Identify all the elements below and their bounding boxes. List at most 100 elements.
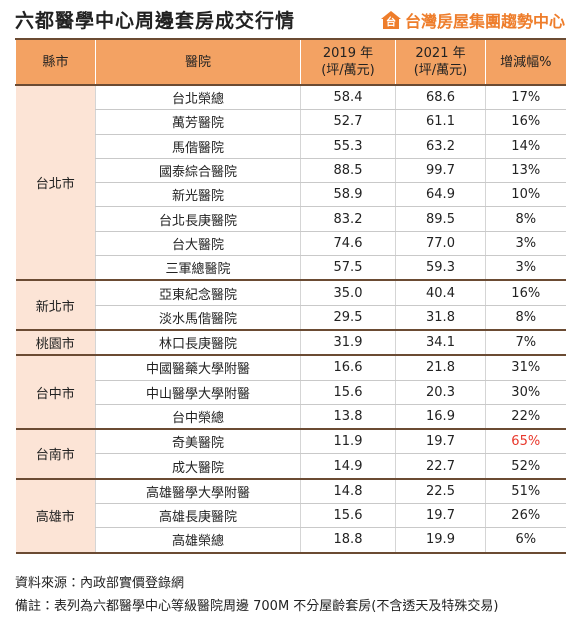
value-cell: 83.2	[300, 206, 396, 232]
value-cell: 89.5	[395, 206, 486, 232]
column-header-line: (坪/萬元)	[413, 63, 468, 78]
hospital-cell: 萬芳醫院	[95, 109, 301, 135]
hospital-cell: 高雄醫學大學附醫	[95, 478, 301, 505]
hospital-cell: 高雄榮總	[95, 527, 301, 554]
table-row: 台大醫院 74.6 77.0 3%	[16, 231, 566, 257]
table-row: 三軍總醫院 57.5 59.3 3%	[16, 255, 566, 282]
table-row: 馬偕醫院 55.3 63.2 14%	[16, 134, 566, 159]
value-cell: 58.4	[300, 85, 396, 111]
table-body: 台北市 台北榮總 58.4 68.6 17% 萬芳醫院 52.7 61.1 16% 馬偕醫院 55.…	[15, 85, 566, 554]
value-cell: 16%	[485, 280, 566, 306]
hospital-cell: 新光醫院	[95, 182, 301, 208]
value-cell: 68.6	[395, 85, 486, 111]
table-row: 桃園市 林口長庚醫院 31.9 34.1 7%	[15, 329, 566, 357]
brand-icon: 台	[380, 11, 401, 29]
value-cell: 13.8	[300, 404, 396, 431]
value-cell: 77.0	[395, 231, 486, 257]
value-cell: 22.5	[395, 478, 486, 505]
value-cell: 26%	[485, 503, 566, 529]
value-cell: 61.1	[395, 109, 486, 135]
value-cell: 19.7	[395, 503, 486, 529]
column-header-line: (坪/萬元)	[321, 63, 375, 78]
value-cell: 16%	[485, 109, 566, 135]
table-row: 高雄長庚醫院 15.6 19.7 26%	[16, 503, 566, 529]
value-cell: 16.9	[395, 404, 486, 431]
value-cell: 14.9	[300, 453, 396, 480]
hospital-cell: 奇美醫院	[95, 429, 301, 455]
value-cell: 52%	[485, 453, 566, 480]
brand: 台 台灣房屋集團趨勢中心	[380, 8, 565, 32]
hospital-cell: 馬偕醫院	[95, 134, 301, 159]
value-cell: 10%	[485, 182, 566, 208]
value-cell: 31.9	[300, 329, 396, 357]
title: 六都醫學中心周邊套房成交行情	[15, 10, 296, 32]
hospital-cell: 中山醫學大學附醫	[95, 380, 301, 405]
column-header-line: 2019 年	[322, 46, 374, 61]
column-header: 醫院	[95, 38, 301, 86]
hospital-cell: 高雄長庚醫院	[95, 503, 301, 529]
value-cell: 13%	[485, 158, 566, 184]
city-cell: 台北市	[15, 85, 96, 282]
table-row: 國泰綜合醫院 88.5 99.7 13%	[16, 158, 566, 184]
value-cell: 51%	[485, 478, 566, 505]
value-cell: 19.9	[395, 527, 486, 554]
value-cell: 21.8	[395, 355, 486, 381]
column-header: 縣市	[15, 38, 96, 86]
value-cell: 6%	[485, 527, 566, 554]
value-cell: 57.5	[300, 255, 396, 282]
value-cell: 52.7	[300, 109, 396, 135]
value-cell: 14%	[485, 134, 566, 159]
table-row: 台中榮總 13.8 16.9 22%	[16, 404, 566, 431]
table-row: 台北市 台北榮總 58.4 68.6 17%	[15, 85, 566, 282]
table-row: 台中市 中國醫藥大學附醫 16.6 21.8 31%	[15, 355, 566, 431]
value-cell: 15.6	[300, 503, 396, 529]
table-row: 台北長庚醫院 83.2 89.5 8%	[16, 206, 566, 232]
value-cell: 74.6	[300, 231, 396, 257]
brand-name: 台灣房屋集團趨勢中心	[404, 12, 565, 31]
city-cell: 高雄市	[15, 478, 96, 554]
value-cell: 19.7	[395, 429, 486, 455]
value-cell: 64.9	[395, 182, 486, 208]
table-row: 中山醫學大學附醫 15.6 20.3 30%	[16, 380, 566, 405]
brand-icon-text: 台	[386, 16, 396, 29]
hospital-cell: 林口長庚醫院	[95, 329, 301, 357]
value-cell: 55.3	[300, 134, 396, 159]
value-cell: 31%	[485, 355, 566, 381]
value-cell: 3%	[485, 255, 566, 282]
value-cell: 8%	[485, 206, 566, 232]
value-cell: 7%	[485, 329, 566, 357]
value-cell: 15.6	[300, 380, 396, 405]
table-row: 淡水馬偕醫院 29.5 31.8 8%	[16, 305, 566, 331]
column-header-line: 2021 年	[415, 46, 466, 61]
city-cell: 桃園市	[15, 329, 96, 357]
value-cell: 63.2	[395, 134, 486, 159]
column-header-line: 醫院	[184, 54, 211, 70]
value-cell: 31.8	[395, 305, 486, 331]
value-cell: 59.3	[395, 255, 486, 282]
table-row: 高雄市 高雄醫學大學附醫 14.8 22.5 51%	[15, 478, 566, 554]
hospital-cell: 三軍總醫院	[95, 255, 301, 282]
hospital-cell: 中國醫藥大學附醫	[95, 355, 301, 381]
header-row: 縣市 醫院 2019 年 (坪/萬元) 2021 年 (坪/萬元) 增減幅%	[15, 38, 566, 86]
hospital-cell: 亞東紀念醫院	[95, 280, 301, 306]
value-cell: 34.1	[395, 329, 486, 357]
value-cell: 11.9	[300, 429, 396, 455]
hospital-cell: 淡水馬偕醫院	[95, 305, 301, 331]
hospital-cell: 台中榮總	[95, 404, 301, 431]
column-header: 2019 年 (坪/萬元)	[300, 38, 396, 86]
table-row: 台南市 奇美醫院 11.9 19.7 65%	[15, 429, 566, 480]
value-cell: 17%	[485, 85, 566, 111]
city-cell: 台南市	[15, 429, 96, 480]
column-header: 增減幅%	[485, 38, 566, 86]
value-cell: 14.8	[300, 478, 396, 505]
table-row: 成大醫院 14.9 22.7 52%	[16, 453, 566, 480]
value-cell: 8%	[485, 305, 566, 331]
value-cell: 20.3	[395, 380, 486, 405]
value-cell: 58.9	[300, 182, 396, 208]
value-cell: 29.5	[300, 305, 396, 331]
value-cell: 22.7	[395, 453, 486, 480]
table: 縣市 醫院 2019 年 (坪/萬元) 2021 年 (坪/萬元) 增減幅% 台北市 台北榮總…	[15, 38, 566, 554]
table-row: 新光醫院 58.9 64.9 10%	[16, 182, 566, 208]
